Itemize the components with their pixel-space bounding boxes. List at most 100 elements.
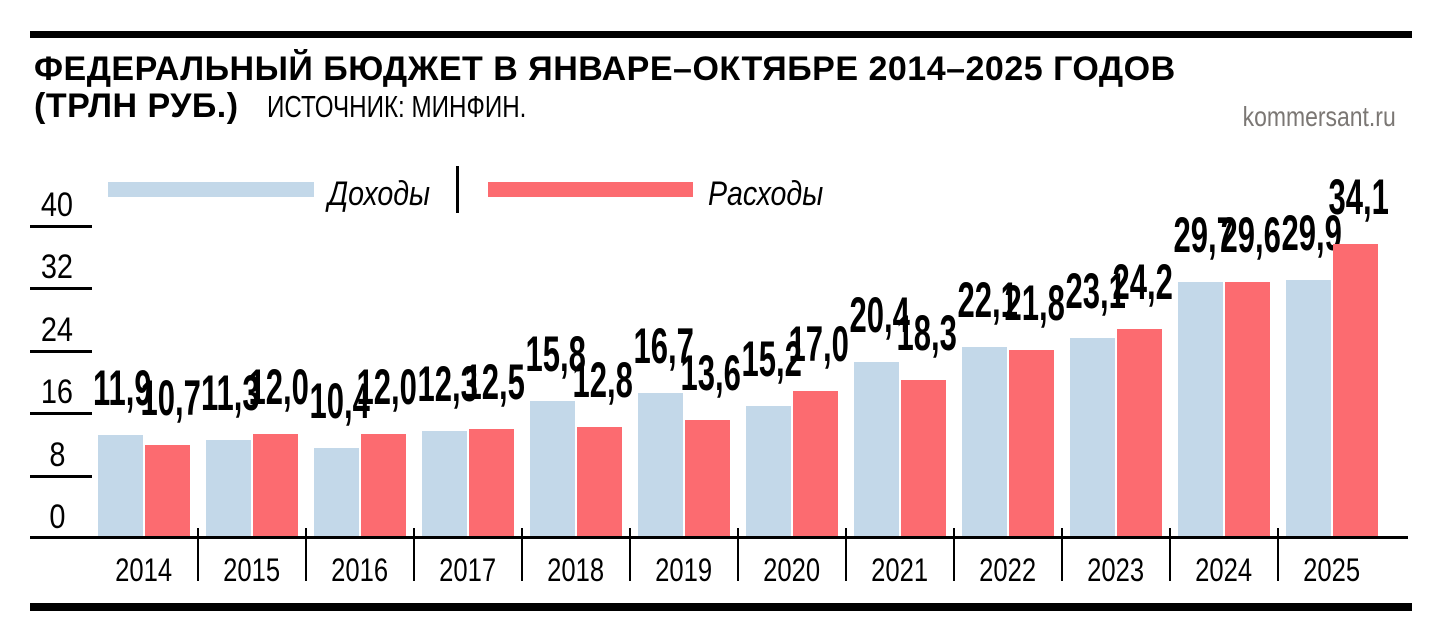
y-tick-line-40	[30, 225, 92, 228]
x-category-text: 2016	[331, 552, 389, 588]
bar-revenue-2022	[962, 347, 1007, 537]
bar-value-text: 12,3	[416, 356, 478, 412]
bar-revenue-2024	[1178, 282, 1223, 537]
legend-expense-label: Расходы	[708, 175, 824, 213]
bar-value-revenue-2025: 29,9	[1263, 208, 1355, 258]
bar-value-revenue-2022: 22,1	[939, 275, 1031, 325]
x-category-text: 2024	[1195, 552, 1253, 588]
bar-value-revenue-2014: 11,9	[75, 363, 167, 413]
bar-revenue-2021	[854, 362, 899, 537]
x-category-label-2016: 2016	[306, 552, 414, 588]
bar-value-text: 21,8	[1003, 275, 1065, 331]
x-separator-tick-2019	[737, 528, 739, 581]
bar-value-text: 13,6	[679, 345, 741, 401]
x-separator-tick-2015	[305, 528, 307, 581]
x-category-label-2025: 2025	[1278, 554, 1386, 586]
x-category-text: 2020	[763, 552, 821, 588]
bar-revenue-2020	[746, 406, 791, 537]
bar-value-revenue-2020: 15,2	[723, 331, 815, 387]
bar-value-text: 20,4	[848, 287, 910, 343]
bar-value-text: 34,1	[1327, 169, 1389, 225]
bar-value-expense-2017: 12,5	[446, 354, 538, 410]
x-category-label-2019: 2019	[630, 552, 738, 588]
bar-value-text: 12,0	[355, 359, 417, 415]
bar-value-revenue-2015: 11,3	[183, 365, 275, 421]
bar-value-text: 15,8	[524, 326, 586, 382]
bar-value-text: 16,7	[632, 318, 694, 374]
bar-value-text: 10,7	[139, 370, 201, 426]
bar-revenue-2018	[530, 401, 575, 537]
bar-value-expense-2014: 10,7	[122, 370, 214, 426]
x-category-label-2015: 2015	[198, 552, 306, 588]
bar-revenue-2019	[638, 393, 683, 537]
bar-value-text: 18,3	[895, 305, 957, 361]
bar-value-revenue-2018: 15,8	[507, 326, 599, 382]
y-tick-value: 8	[48, 435, 66, 474]
x-category-text: 2018	[547, 552, 605, 588]
y-tick-label-32: 32	[22, 250, 92, 284]
bar-expense-2020	[793, 391, 838, 537]
chart-title-line2: (ТРЛН РУБ.) ИСТОЧНИК: МИНФИН.	[34, 87, 599, 126]
bar-value-revenue-2019: 16,7	[615, 318, 707, 374]
x-category-label-2018: 2018	[522, 552, 630, 588]
x-category-text: 2022	[979, 552, 1037, 588]
bar-expense-2018	[577, 427, 622, 537]
bar-value-expense-2023: 24,2	[1094, 257, 1186, 307]
bar-expense-2015	[253, 434, 298, 537]
x-category-label-2024: 2024	[1170, 552, 1278, 588]
bar-value-expense-2016: 12,0	[338, 359, 430, 415]
bar-expense-2017	[469, 429, 514, 537]
bar-value-text: 29,7	[1172, 207, 1234, 263]
x-separator-tick-2023	[1169, 528, 1171, 581]
top-rule	[30, 31, 1412, 38]
legend-revenue-swatch-icon	[108, 182, 314, 197]
bar-expense-2023	[1117, 329, 1162, 537]
chart-title-unit: (ТРЛН РУБ.)	[34, 87, 239, 125]
bar-value-text: 12,5	[463, 354, 525, 410]
bar-expense-2021	[901, 380, 946, 537]
bar-expense-2014	[145, 445, 190, 537]
bar-value-revenue-2024: 29,7	[1155, 207, 1247, 263]
x-category-text: 2019	[655, 552, 713, 588]
bar-value-expense-2025: 34,1	[1310, 169, 1402, 225]
bar-value-text: 12,8	[571, 352, 633, 408]
bar-value-text: 23,1	[1064, 263, 1126, 319]
x-separator-tick-2020	[845, 528, 847, 581]
x-category-text: 2017	[439, 552, 497, 588]
chart-title-line1: ФЕДЕРАЛЬНЫЙ БЮДЖЕТ В ЯНВАРЕ–ОКТЯБРЕ 2014…	[34, 50, 1176, 88]
bar-value-revenue-2021: 20,4	[831, 287, 923, 343]
bar-expense-2016	[361, 434, 406, 537]
bar-value-expense-2019: 13,6	[662, 345, 754, 401]
y-tick-label-16: 16	[22, 373, 92, 412]
bar-revenue-2016	[314, 448, 359, 537]
bar-expense-2019	[685, 420, 730, 537]
bar-value-text: 11,3	[200, 365, 260, 421]
source-label: ИСТОЧНИК: МИНФИН.	[266, 89, 526, 124]
bar-value-expense-2024: 29,6	[1202, 210, 1294, 260]
bar-value-text: 15,2	[740, 331, 802, 387]
bar-value-text: 10,4	[308, 373, 370, 429]
y-tick-value: 40	[40, 186, 74, 224]
y-tick-label-8: 8	[22, 435, 92, 474]
x-category-text: 2014	[115, 552, 173, 588]
site-watermark: kommersant.ru	[1242, 101, 1396, 132]
y-tick-line-32	[30, 287, 92, 291]
bar-value-expense-2022: 21,8	[986, 275, 1078, 331]
bar-value-expense-2015: 12,0	[230, 359, 322, 415]
bar-value-text: 17,0	[787, 316, 849, 372]
bar-expense-2024	[1225, 282, 1270, 537]
y-tick-label-0: 0	[22, 500, 92, 534]
x-category-text: 2023	[1087, 552, 1145, 588]
x-category-label-2022: 2022	[954, 552, 1062, 588]
bar-value-text: 12,0	[247, 359, 309, 415]
bar-revenue-2023	[1070, 338, 1115, 537]
x-category-label-2014: 2014	[90, 552, 198, 588]
bottom-rule	[30, 603, 1412, 611]
x-category-text: 2015	[223, 552, 281, 588]
x-category-text: 2021	[871, 552, 929, 588]
x-separator-tick-2017	[521, 528, 523, 581]
bar-value-revenue-2023: 23,1	[1047, 263, 1139, 319]
y-tick-line-8	[30, 474, 92, 478]
y-tick-value: 16	[40, 373, 74, 412]
